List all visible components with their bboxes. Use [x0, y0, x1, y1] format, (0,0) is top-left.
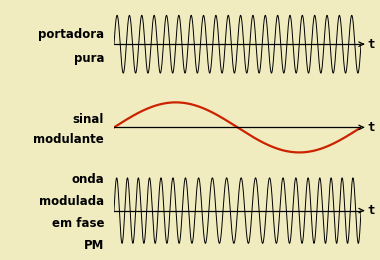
Text: t: t	[367, 121, 375, 134]
Text: pura: pura	[74, 52, 104, 65]
Text: t: t	[367, 204, 375, 217]
Text: t: t	[367, 38, 375, 51]
Text: sinal: sinal	[73, 113, 104, 126]
Text: modulada: modulada	[39, 195, 104, 208]
Text: portadora: portadora	[38, 28, 104, 41]
Text: PM: PM	[84, 239, 104, 252]
Text: onda: onda	[71, 173, 104, 186]
Text: em fase: em fase	[52, 217, 104, 230]
Text: modulante: modulante	[33, 133, 104, 146]
